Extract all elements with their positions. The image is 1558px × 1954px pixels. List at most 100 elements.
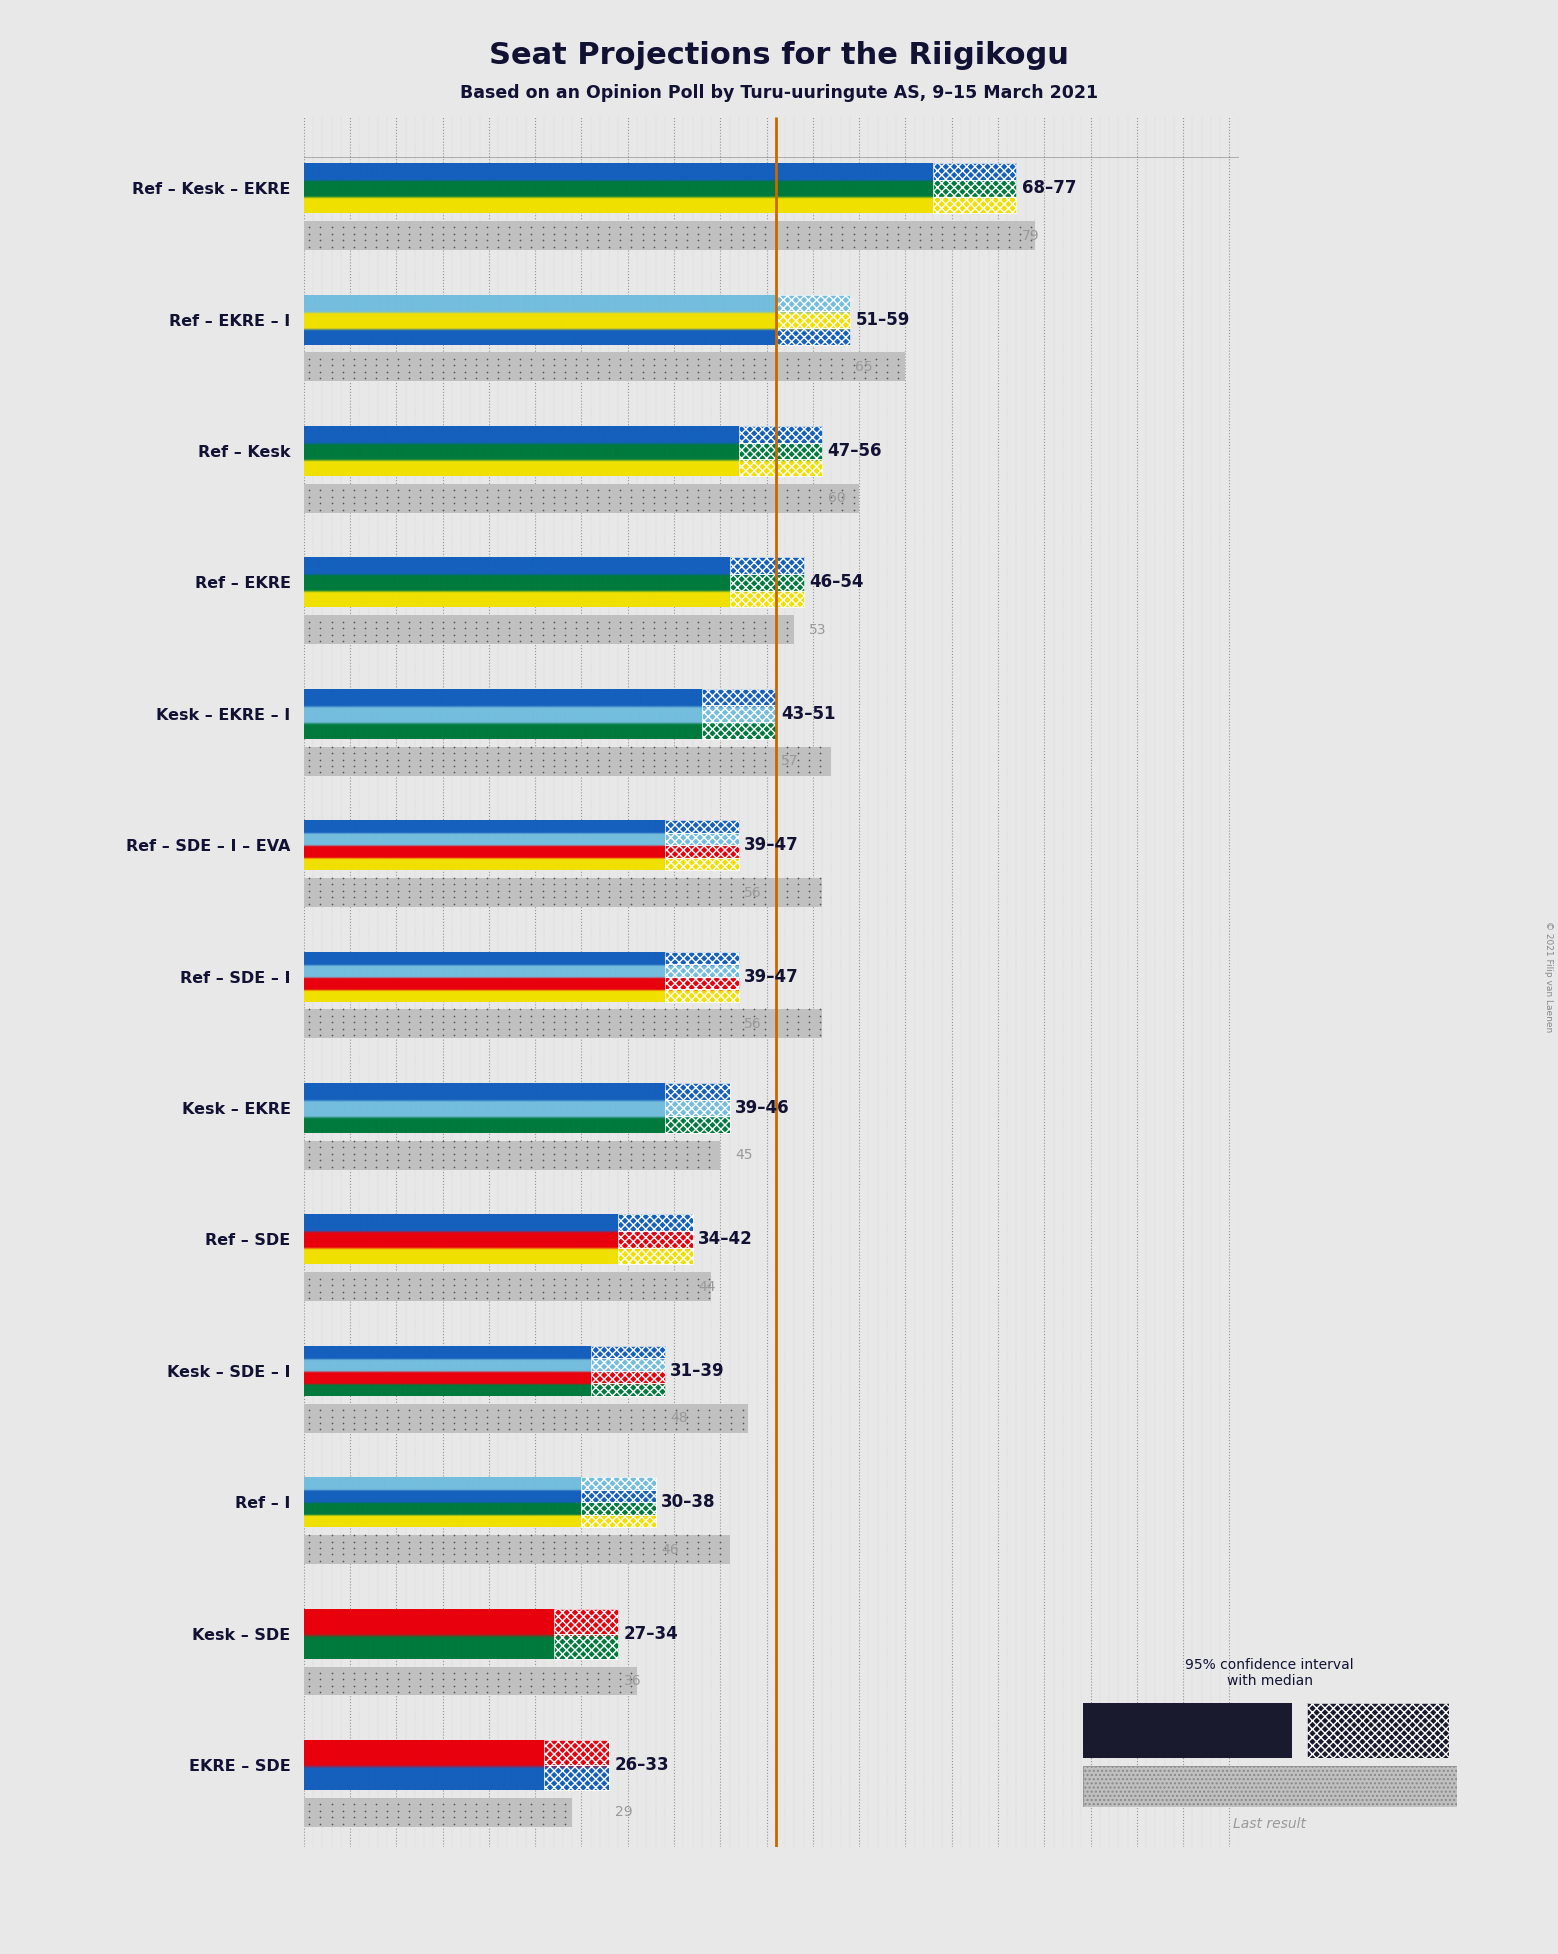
Point	[664, 881, 689, 913]
Point	[608, 1657, 633, 1688]
Point	[419, 1000, 444, 1032]
Point	[363, 881, 388, 913]
Point	[675, 737, 700, 768]
Point	[564, 1137, 589, 1168]
Point	[774, 344, 799, 375]
Text: 39–46: 39–46	[735, 1098, 790, 1118]
Point	[830, 356, 855, 387]
Point	[642, 487, 667, 518]
Point	[664, 995, 689, 1026]
Point	[718, 756, 743, 787]
Point	[820, 344, 844, 375]
Point	[319, 1401, 344, 1432]
Point	[408, 211, 433, 242]
Point	[330, 1415, 355, 1446]
Bar	[933, 180, 1016, 197]
Point	[419, 481, 444, 512]
Point	[575, 1131, 600, 1163]
Point	[731, 744, 756, 776]
Point	[308, 750, 333, 782]
Point	[653, 862, 678, 893]
Point	[597, 1012, 622, 1043]
Point	[852, 219, 877, 250]
Point	[686, 487, 710, 518]
Point	[608, 737, 633, 768]
Point	[397, 356, 422, 387]
Point	[553, 1131, 578, 1163]
Point	[530, 1006, 555, 1038]
Point	[707, 862, 732, 893]
Point	[718, 625, 743, 657]
Point	[508, 1401, 533, 1432]
Point	[642, 995, 667, 1026]
Point	[653, 1532, 678, 1563]
Point	[463, 1270, 488, 1301]
Point	[430, 481, 455, 512]
Point	[1008, 231, 1033, 262]
Point	[497, 1532, 522, 1563]
Point	[419, 625, 444, 657]
Point	[629, 606, 654, 637]
Point	[686, 211, 710, 242]
Point	[564, 1407, 589, 1438]
Point	[419, 211, 444, 242]
Point	[753, 881, 777, 913]
Point	[664, 1270, 689, 1301]
Point	[508, 889, 533, 920]
Point	[419, 1663, 444, 1694]
Point	[308, 625, 333, 657]
Point	[486, 756, 511, 787]
Point	[298, 744, 323, 776]
Point	[731, 881, 756, 913]
Point	[664, 1407, 689, 1438]
Point	[430, 1671, 455, 1702]
Point	[718, 619, 743, 651]
Point	[564, 1526, 589, 1557]
Point	[830, 225, 855, 256]
Point	[753, 1006, 777, 1038]
Point	[541, 1282, 566, 1313]
Point	[341, 1671, 366, 1702]
Point	[686, 1137, 710, 1168]
Point	[441, 1546, 466, 1577]
Point	[308, 494, 333, 526]
Point	[653, 619, 678, 651]
Point	[519, 231, 544, 262]
Point	[430, 350, 455, 381]
Point	[397, 231, 422, 262]
Point	[486, 1677, 511, 1708]
Point	[686, 1546, 710, 1577]
Point	[564, 494, 589, 526]
Point	[653, 875, 678, 907]
Point	[530, 1538, 555, 1569]
Point	[597, 231, 622, 262]
Text: 56: 56	[745, 1016, 762, 1032]
Point	[586, 1657, 611, 1688]
Point	[352, 1802, 377, 1833]
Point	[575, 1401, 600, 1432]
Point	[642, 1145, 667, 1176]
Point	[519, 750, 544, 782]
Point	[919, 211, 944, 242]
Point	[675, 1126, 700, 1157]
Point	[363, 862, 388, 893]
Bar	[738, 426, 823, 444]
Point	[885, 363, 910, 395]
Point	[497, 1000, 522, 1032]
Point	[475, 1663, 500, 1694]
Point	[352, 875, 377, 907]
Bar	[665, 832, 738, 846]
Point	[597, 737, 622, 768]
Point	[386, 1796, 411, 1827]
Point	[763, 881, 788, 913]
Point	[575, 889, 600, 920]
Point	[707, 606, 732, 637]
Point	[308, 1407, 333, 1438]
Point	[452, 211, 477, 242]
Point	[696, 1262, 721, 1294]
Point	[363, 1415, 388, 1446]
Point	[363, 1677, 388, 1708]
Point	[718, 606, 743, 637]
Point	[386, 606, 411, 637]
Point	[363, 731, 388, 762]
